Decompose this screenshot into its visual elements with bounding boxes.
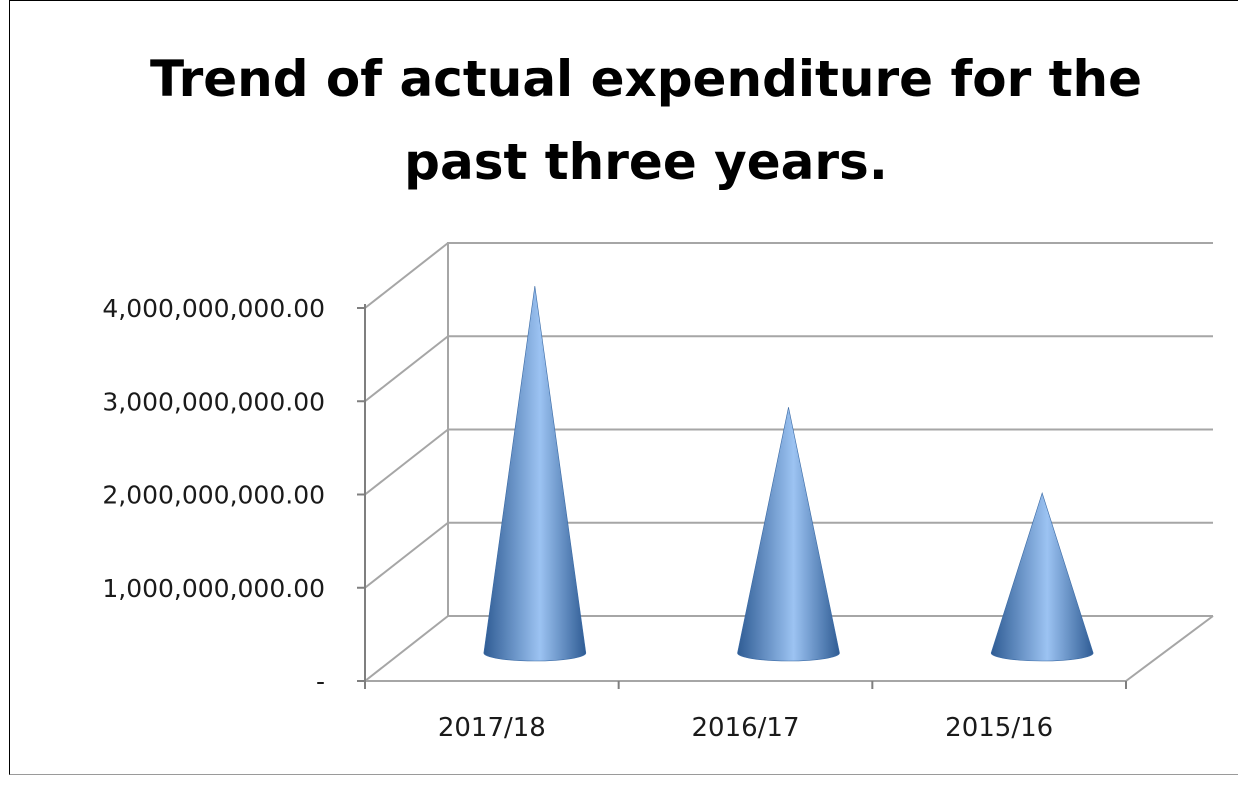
y-axis-tick-labels: - 1,000,000,000.00 2,000,000,000.00 3,000,0… [102, 294, 325, 696]
y-tick-label-0: - [316, 667, 325, 696]
cone-chart: Trend of actual expenditure for the past… [102, 50, 1214, 743]
x-tick-label-0: 2017/18 [438, 713, 546, 743]
x-axis-tick-labels: 2017/18 2016/17 2015/16 [438, 713, 1053, 743]
y-tick-label-3: 3,000,000,000.00 [102, 387, 325, 416]
y-tick-label-4: 4,000,000,000.00 [102, 294, 325, 323]
chart-title-line-1: Trend of actual expenditure for the [150, 50, 1142, 108]
gridline-side-4 [364, 242, 449, 309]
gridline-side-3 [364, 335, 449, 403]
plot-series [483, 285, 1094, 662]
plot-axes [357, 304, 1127, 689]
cone-2016-17 [737, 407, 840, 662]
chart-frame: Trend of actual expenditure for the past… [9, 0, 1238, 775]
floor-right-edge [1125, 615, 1214, 682]
chart-title-line-2: past three years. [404, 133, 888, 191]
y-tick-label-2: 2,000,000,000.00 [102, 481, 325, 510]
cone-2015-16 [990, 492, 1094, 662]
gridline-side-0 [364, 615, 449, 682]
chart-title: Trend of actual expenditure for the past… [150, 50, 1142, 191]
y-tick-label-1: 1,000,000,000.00 [102, 574, 325, 603]
cone-2017-18 [483, 285, 587, 662]
gridline-side-1 [364, 521, 449, 589]
x-tick-label-1: 2016/17 [691, 713, 799, 743]
gridline-side-2 [364, 428, 449, 496]
x-tick-label-2: 2015/16 [945, 713, 1053, 743]
